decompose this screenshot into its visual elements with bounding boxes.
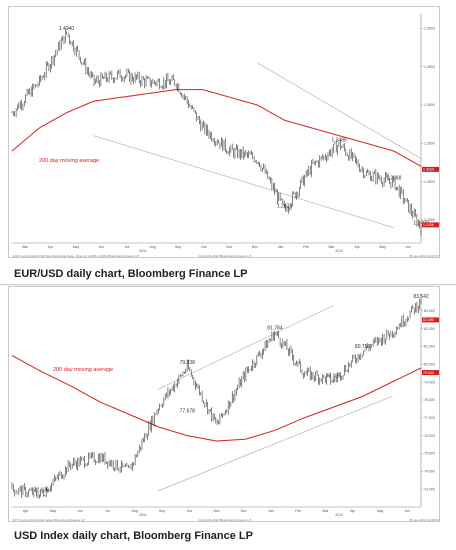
price-annotation-label: 1.2625 [277,203,293,209]
chart-svg-usd-index: 83.000 82.000 81.000 80.000 79.000 78.000 77.0… [11,293,440,522]
chart-caption-eurusd: EUR/USD daily chart, Bloomberg Finance L… [14,268,248,280]
x-tick-label: Oct [187,509,192,513]
x-tick-label: Nov [213,509,219,513]
chart-footer-copyright: Copyright 2012 Bloomberg Finance L.P. [199,254,252,258]
x-tick-label: Apr [48,245,54,249]
x-tick-label: Jun [77,509,83,513]
moving-average-label: 200 day moving average [53,367,113,373]
price-annotation-label: 1.2400 [413,221,429,227]
price-badge [422,222,439,228]
price-badge [422,370,439,376]
channel-line [157,396,392,492]
y-tick-label: 80.000 [424,363,435,367]
y-tick-label: 78.000 [424,398,435,402]
divider [0,284,456,285]
x-tick-label: Jul [125,245,130,249]
moving-average-line [11,354,422,442]
channel-line [257,62,422,159]
x-tick-label: Apr [23,509,29,513]
x-year-label: 2011 [139,249,147,253]
price-annotation-label: 77.678 [180,409,196,415]
chart-footer-source: EUR Curncy (EUR-USD Spot Exchange Rate -… [13,254,139,258]
y-tick-label: 81.000 [424,345,435,349]
y-tick-label: 1.4000 [424,103,435,107]
y-tick-label: 1.4500 [424,65,435,69]
x-tick-label: Dec [252,245,258,249]
y-tick-label: 77.000 [424,416,435,420]
chart-footer-timestamp: 05-Jun-2012 13:08:03 [410,518,440,522]
chart-panel-usd-index: 83.000 82.000 81.000 80.000 79.000 78.000 77.0… [0,286,456,550]
x-tick-label: Nov [226,245,232,249]
y-tick-label: 76.000 [424,434,435,438]
y-tick-label: 82.000 [424,327,435,331]
x-tick-label: Apr [354,245,360,249]
x-tick-label: May [379,245,386,249]
x-tick-label: Jun [99,245,105,249]
price-badge-label: 82.490 [423,318,434,322]
x-tick-label: Feb [303,245,309,249]
price-annotation-label: 79.838 [180,360,196,366]
moving-average-line [11,89,422,167]
y-tick-label: 74.000 [424,470,435,474]
price-annotation-label: 81.784 [267,326,283,332]
x-tick-label: Oct [201,245,206,249]
x-tick-label: Mar [329,245,336,249]
moving-average-label: 200 day moving average [39,158,99,164]
x-tick-label: Mar [22,245,29,249]
y-tick-label: 1.2500 [424,218,435,222]
chart-caption-usd-index: USD Index daily chart, Bloomberg Finance… [14,530,253,542]
price-annotation-label: 1.3486 [332,137,348,143]
x-year-label: 2012 [335,513,343,517]
x-tick-label: Sep [175,245,181,249]
chart-footer-timestamp: 05-Jun-2012 13:07:47 [410,254,440,258]
price-annotation-label: 83.542 [413,294,429,300]
y-tick-label: 75.000 [424,452,435,456]
x-tick-label: Jun [405,245,411,249]
price-annotation-label: 72.696 [34,488,50,494]
y-tick-label: 1.3500 [424,142,435,146]
price-annotation-label: 80.758 [355,344,371,350]
price-badge-label: 1.3160 [423,168,434,172]
channel-line [157,305,334,390]
x-tick-label: May [50,509,57,513]
channel-line [93,135,394,228]
x-tick-label: Jan [268,509,274,513]
x-tick-label: Aug [132,509,138,513]
price-annotation-label: 79.085 [326,374,342,380]
chart-frame-usd-index: 83.000 82.000 81.000 80.000 79.000 78.000 77.0… [8,286,440,522]
price-badge [422,166,439,172]
x-tick-label: May [377,509,384,513]
y-tick-label: 73.000 [424,487,435,491]
x-tick-label: May [73,245,80,249]
x-year-label: 2011 [139,513,147,517]
chart-footer-source: DXY Curncy (US Dollar Index) Bloomberg F… [13,518,85,522]
price-annotation-label: 1.2988 [386,176,402,182]
x-tick-label: Dec [241,509,247,513]
chart-footer-copyright: Copyright 2012 Bloomberg Finance L.P. [199,518,252,522]
x-tick-label: Jun [405,509,411,513]
price-badge-label: 79.540 [423,371,434,375]
y-tick-label: 83.000 [424,309,435,313]
x-tick-label: Jul [105,509,110,513]
chart-panel-eurusd: 1.5000 1.4500 1.4000 1.3500 1.3000 1.2500 Mar A… [0,0,456,285]
chart-frame-eurusd: 1.5000 1.4500 1.4000 1.3500 1.3000 1.2500 Mar A… [8,6,440,258]
price-badge-label: 1.2436 [423,223,434,227]
x-tick-label: Aug [149,245,155,249]
x-tick-label: Jan [278,245,284,249]
price-annotation-label: 1.4940 [59,26,75,32]
x-tick-label: Sep [159,509,165,513]
chart-svg-eurusd: 1.5000 1.4500 1.4000 1.3500 1.3000 1.2500 Mar A… [11,13,440,258]
x-tick-label: Mar [323,509,330,513]
y-tick-label: 1.5000 [424,27,435,31]
price-badge [422,317,439,323]
x-tick-label: Feb [295,509,301,513]
x-year-label: 2012 [335,249,343,253]
y-tick-label: 79.000 [424,380,435,384]
x-tick-label: Apr [350,509,356,513]
y-tick-label: 1.3000 [424,180,435,184]
